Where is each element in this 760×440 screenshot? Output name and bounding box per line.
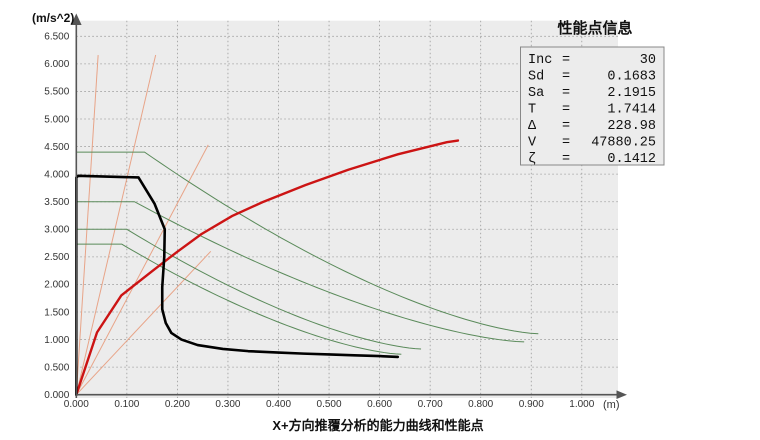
svg-text:0.1683: 0.1683 xyxy=(607,70,656,85)
svg-text:0.500: 0.500 xyxy=(317,399,342,410)
svg-text:=: = xyxy=(562,152,570,167)
svg-text:1.000: 1.000 xyxy=(44,335,69,346)
svg-text:2.1915: 2.1915 xyxy=(607,86,656,101)
svg-text:3.000: 3.000 xyxy=(44,225,69,236)
svg-text:0.700: 0.700 xyxy=(418,399,443,410)
svg-text:4.000: 4.000 xyxy=(44,169,69,180)
svg-text:6.000: 6.000 xyxy=(44,59,69,70)
svg-text:=: = xyxy=(562,119,570,134)
svg-text:4.500: 4.500 xyxy=(44,142,69,153)
svg-text:=: = xyxy=(562,53,570,68)
svg-text:ζ: ζ xyxy=(528,152,536,167)
svg-text:5.000: 5.000 xyxy=(44,114,69,125)
svg-text:=: = xyxy=(562,86,570,101)
svg-text:Inc: Inc xyxy=(528,53,552,68)
svg-text:Δ: Δ xyxy=(528,119,537,134)
svg-text:(m/s^2): (m/s^2) xyxy=(32,11,74,25)
svg-text:Sa: Sa xyxy=(528,86,544,101)
svg-text:0.1412: 0.1412 xyxy=(607,152,656,167)
svg-text:=: = xyxy=(562,136,570,151)
svg-text:0.900: 0.900 xyxy=(519,399,544,410)
svg-text:3.500: 3.500 xyxy=(44,197,69,208)
svg-text:47880.25: 47880.25 xyxy=(591,136,656,151)
svg-text:0.300: 0.300 xyxy=(215,399,240,410)
svg-text:1.000: 1.000 xyxy=(569,399,594,410)
svg-text:Sd: Sd xyxy=(528,70,544,85)
svg-text:228.98: 228.98 xyxy=(607,119,656,134)
svg-text:0.100: 0.100 xyxy=(114,399,139,410)
svg-text:6.500: 6.500 xyxy=(44,32,69,43)
svg-text:V: V xyxy=(528,136,537,151)
svg-text:T: T xyxy=(528,103,536,118)
svg-text:2.500: 2.500 xyxy=(44,252,69,263)
svg-text:1.500: 1.500 xyxy=(44,307,69,318)
svg-text:1.7414: 1.7414 xyxy=(607,103,656,118)
svg-text:=: = xyxy=(562,103,570,118)
svg-text:(m): (m) xyxy=(603,399,620,411)
svg-text:2.000: 2.000 xyxy=(44,280,69,291)
svg-text:0.800: 0.800 xyxy=(468,399,493,410)
svg-text:性能点信息: 性能点信息 xyxy=(557,19,632,37)
svg-text:0.500: 0.500 xyxy=(44,362,69,373)
svg-text:X+方向推覆分析的能力曲线和性能点: X+方向推覆分析的能力曲线和性能点 xyxy=(272,418,483,433)
svg-text:0.200: 0.200 xyxy=(165,399,190,410)
svg-text:0.400: 0.400 xyxy=(266,399,291,410)
svg-text:0.600: 0.600 xyxy=(367,399,392,410)
svg-text:=: = xyxy=(562,70,570,85)
svg-text:5.500: 5.500 xyxy=(44,87,69,98)
svg-text:0.000: 0.000 xyxy=(44,390,69,401)
svg-text:30: 30 xyxy=(640,53,656,68)
